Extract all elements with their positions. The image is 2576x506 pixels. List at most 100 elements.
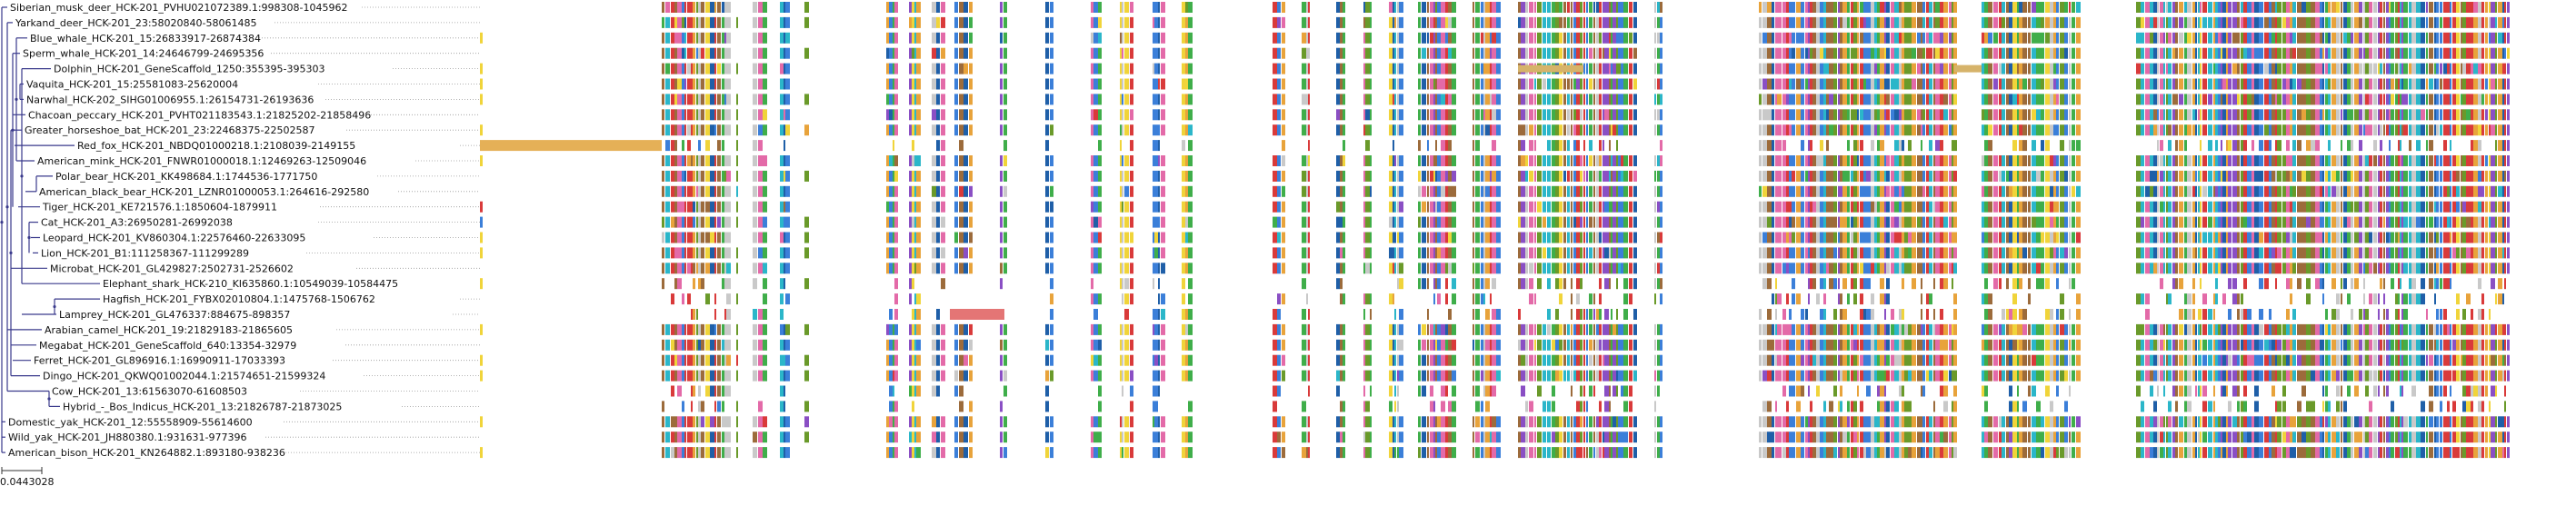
- alignment-cell: [1394, 2, 1396, 13]
- alignment-cell: [1609, 263, 1611, 274]
- alignment-cell: [1563, 155, 1566, 166]
- alignment-cell: [1576, 155, 1580, 166]
- alignment-cell: [1871, 201, 1874, 213]
- alignment-cell: [1363, 216, 1365, 228]
- alignment-cell: [1840, 155, 1842, 166]
- alignment-cell: [701, 124, 704, 136]
- alignment-cell: [1567, 263, 1570, 274]
- alignment-cell: [1483, 385, 1485, 397]
- alignment-cell: [1866, 232, 1871, 243]
- alignment-cell: [1098, 293, 1102, 305]
- alignment-cell: [1633, 185, 1637, 197]
- alignment-cell: [1618, 78, 1621, 90]
- alignment-cell: [1430, 109, 1433, 121]
- alignment-cell: [954, 216, 958, 228]
- alignment-cell: [1810, 16, 1812, 28]
- alignment-cell: [1921, 78, 1922, 90]
- alignment-cell: [763, 216, 767, 228]
- alignment-cell: [1759, 232, 1762, 243]
- alignment-cell: [691, 185, 693, 197]
- alignment-cell: [1547, 432, 1551, 443]
- alignment-cell: [1370, 370, 1372, 382]
- alignment-cell: [717, 109, 721, 121]
- alignment-cell: [1273, 94, 1277, 105]
- alignment-cell: [1759, 2, 1762, 13]
- alignment-cell: [1853, 78, 1857, 90]
- alignment-cell: [1448, 323, 1452, 335]
- alignment-cell: [1840, 416, 1842, 428]
- alignment-cell: [1393, 370, 1394, 382]
- alignment-cell: [785, 201, 790, 213]
- phylogenetic-tree: [0, 6, 100, 453]
- alignment-cell: [932, 16, 936, 28]
- alignment-cell: [1130, 170, 1133, 182]
- alignment-cell: [684, 339, 686, 351]
- alignment-cell: [1782, 263, 1786, 274]
- alignment-cell: [1904, 401, 1908, 412]
- alignment-cell: [1437, 447, 1441, 459]
- alignment-cell: [1902, 401, 1904, 412]
- alignment-cell: [677, 447, 682, 459]
- alignment-cell: [1343, 155, 1345, 166]
- alignment-cell: [1805, 263, 1808, 274]
- alignment-cell: [1122, 370, 1123, 382]
- alignment-cell: [916, 94, 921, 105]
- alignment-cell: [1525, 78, 1528, 90]
- alignment-cell: [1518, 432, 1521, 443]
- alignment-cell: [1273, 2, 1277, 13]
- alignment-cell: [1775, 216, 1777, 228]
- alignment-cell: [753, 2, 757, 13]
- alignment-cell: [1922, 109, 1925, 121]
- alignment-cell: [889, 309, 893, 320]
- alignment-cell: [969, 323, 973, 335]
- alignment-cell: [1616, 278, 1618, 290]
- alignment-cell: [1485, 16, 1490, 28]
- alignment-cell: [1365, 2, 1370, 13]
- alignment-cell: [1583, 63, 1585, 74]
- alignment-cell: [1543, 247, 1546, 259]
- alignment-cell: [1093, 47, 1098, 59]
- alignment-cell: [1185, 323, 1188, 335]
- alignment-cell: [1853, 16, 1857, 28]
- alignment-cell: [1899, 185, 1902, 197]
- alignment-cell: [1583, 247, 1585, 259]
- alignment-cell: [1473, 155, 1474, 166]
- alignment-cell: [1363, 185, 1365, 197]
- alignment-cell: [1182, 232, 1185, 243]
- alignment-cell: [1842, 263, 1847, 274]
- alignment-cell: [1660, 109, 1662, 121]
- alignment-cell: [671, 216, 674, 228]
- alignment-cell: [1847, 354, 1850, 366]
- alignment-cell: [674, 370, 677, 382]
- alignment-cell: [1496, 247, 1501, 259]
- alignment-cell: [1847, 416, 1850, 428]
- alignment-cell: [1370, 247, 1372, 259]
- alignment-cell: [1153, 247, 1154, 259]
- alignment-cell: [1840, 293, 1842, 305]
- alignment-cell: [1559, 47, 1563, 59]
- alignment-cell: [1829, 94, 1833, 105]
- alignment-cell: [1842, 170, 1847, 182]
- alignment-cell: [1599, 293, 1602, 305]
- alignment-cell: [1003, 140, 1007, 152]
- alignment-cell: [1563, 170, 1566, 182]
- alignment-cell: [1860, 2, 1863, 13]
- alignment-cell: [1050, 16, 1053, 28]
- alignment-cell: [1921, 155, 1922, 166]
- alignment-cell: [1777, 263, 1782, 274]
- alignment-cell: [1838, 339, 1840, 351]
- alignment-cell: [1767, 263, 1772, 274]
- alignment-cell: [1418, 47, 1421, 59]
- alignment-cell: [717, 16, 721, 28]
- alignment-cell: [1543, 78, 1546, 90]
- alignment-cell: [1871, 109, 1874, 121]
- alignment-cell: [1596, 247, 1599, 259]
- alignment-cell: [1475, 323, 1480, 335]
- alignment-cell: [1441, 185, 1445, 197]
- alignment-cell: [1782, 339, 1786, 351]
- alignment-cell: [1866, 109, 1871, 121]
- leaf-label: Narwhal_HCK-202_SIHG01006955.1:26154731-…: [26, 94, 314, 105]
- alignment-cell: [1521, 201, 1525, 213]
- alignment-cell: [1389, 401, 1393, 412]
- alignment-cell: [1786, 263, 1789, 274]
